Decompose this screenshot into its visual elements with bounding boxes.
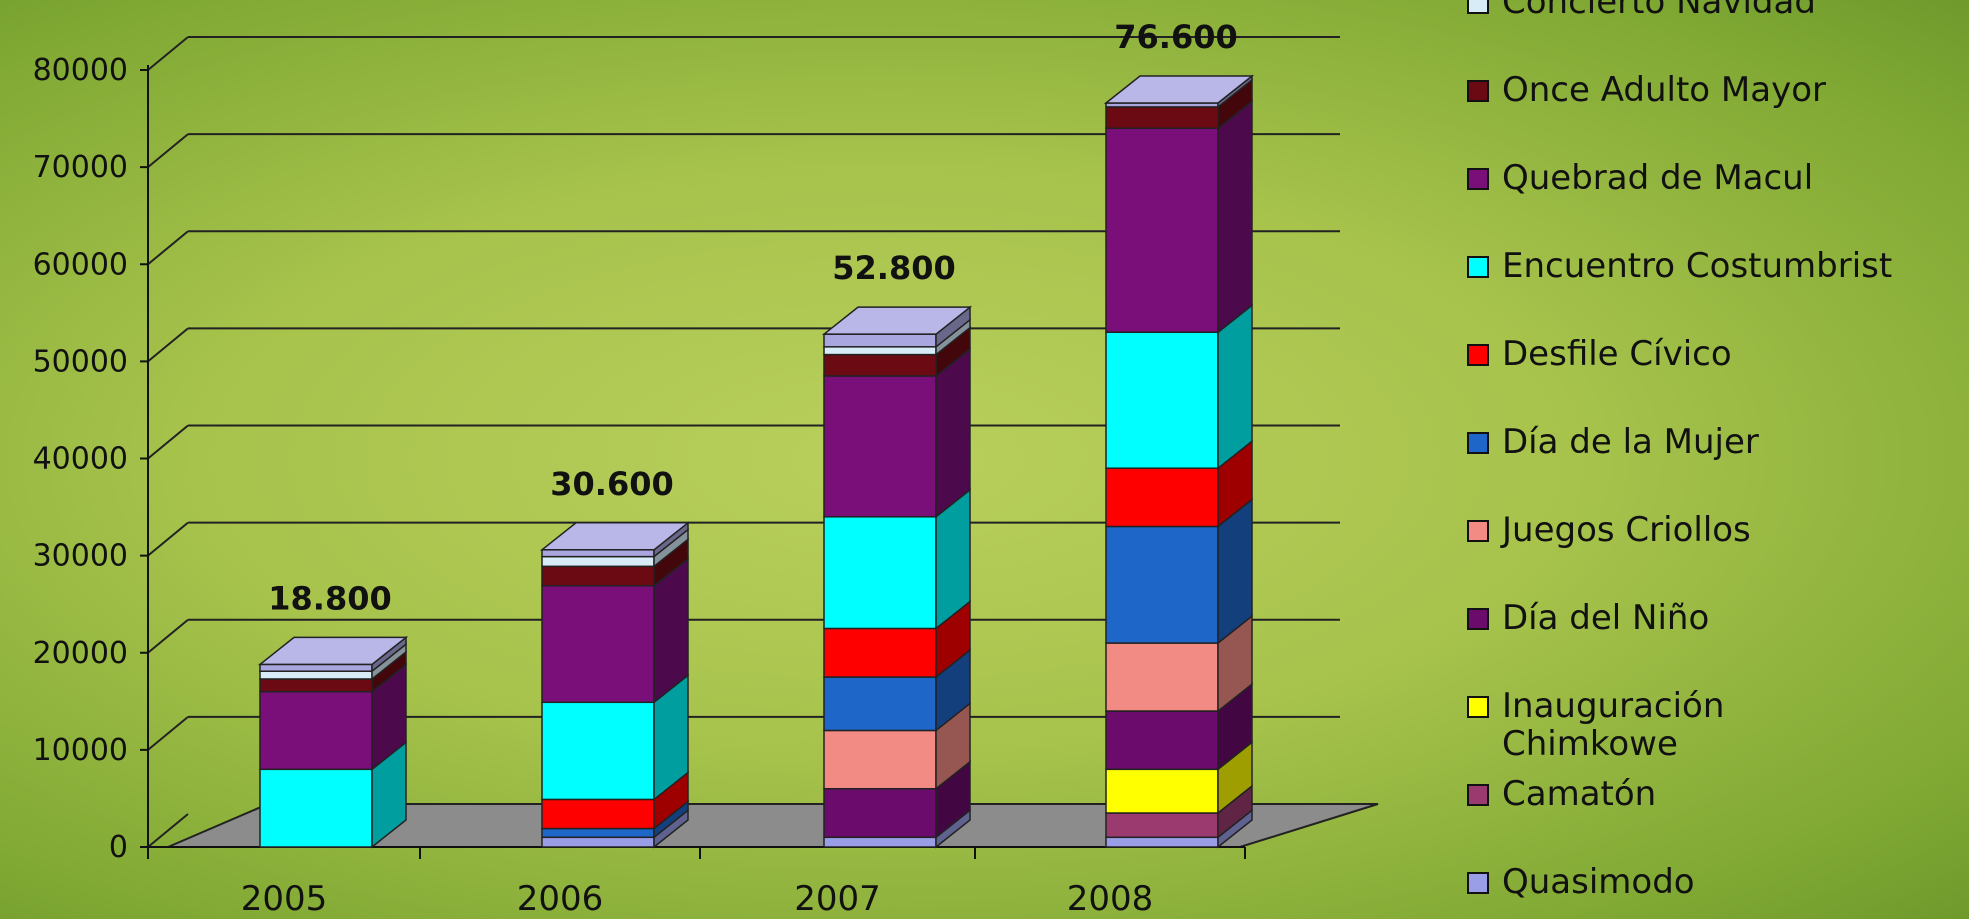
gridline-diagonal xyxy=(147,618,189,654)
legend-label: Quebrad de Macul xyxy=(1502,158,1813,198)
bar-segment xyxy=(1105,768,1219,814)
legend-swatch xyxy=(1467,0,1489,14)
legend-swatch xyxy=(1467,872,1489,894)
legend-swatch xyxy=(1467,344,1489,366)
bar-segment xyxy=(823,729,937,790)
bar-segment xyxy=(541,701,655,801)
legend-label: Camatón xyxy=(1502,774,1656,814)
axes: 0 10000 20000 30000 40000 50000 60000 70000 8000… xyxy=(33,53,1246,919)
bar-segment xyxy=(1105,812,1219,839)
bar-segment xyxy=(823,676,937,732)
bar-segment xyxy=(259,670,373,680)
bar-segment xyxy=(1105,836,1219,848)
gridline-diagonal xyxy=(147,133,189,168)
bar-stack xyxy=(821,305,973,849)
bar-segment-side xyxy=(1217,99,1253,334)
bar-segment xyxy=(541,836,655,848)
legend-label: Día del Niño xyxy=(1502,598,1709,638)
bar-segment-side xyxy=(1217,303,1253,470)
bar-segment xyxy=(1105,525,1219,644)
bar-segment xyxy=(1105,642,1219,712)
bar-segment xyxy=(541,565,655,587)
legend-swatch xyxy=(1467,256,1489,278)
gridline-diagonal xyxy=(147,716,189,751)
bar-top xyxy=(539,522,691,551)
x-tick-label: 2006 xyxy=(517,879,604,919)
bar-totals: 18.800 30.600 52.800 76.600 xyxy=(268,18,1237,617)
bar-segment xyxy=(823,346,937,356)
bar-stack xyxy=(257,635,409,849)
bar-segment xyxy=(823,787,937,839)
legend-swatch xyxy=(1467,80,1489,102)
bar-total-label: 18.800 xyxy=(268,579,391,617)
bar-stack xyxy=(539,521,691,849)
bar-segment xyxy=(541,584,655,704)
legend-swatch xyxy=(1467,696,1489,718)
bar-segment xyxy=(823,627,937,678)
bar-segment xyxy=(259,768,373,848)
bars xyxy=(257,74,1255,849)
legend-swatch xyxy=(1467,520,1489,542)
bar-segment xyxy=(823,353,937,377)
bar-segment xyxy=(541,555,655,568)
bar-segment-side xyxy=(935,347,971,519)
bar-segment xyxy=(823,836,937,848)
gridline-diagonal xyxy=(147,521,189,557)
x-tick-label: 2008 xyxy=(1067,879,1154,919)
legend-swatch xyxy=(1467,168,1489,190)
bar-total-label: 52.800 xyxy=(832,249,955,287)
y-tick-label: 20000 xyxy=(33,636,128,671)
y-tick-label: 30000 xyxy=(33,539,128,574)
legend-label: Día de la Mujer xyxy=(1502,422,1759,462)
x-tick-label: 2005 xyxy=(241,879,328,919)
legend-label: Encuentro Costumbrist xyxy=(1502,246,1892,286)
bar-top xyxy=(821,306,973,335)
legend-swatch xyxy=(1467,608,1489,630)
bar-segment xyxy=(823,333,937,348)
y-tick-label: 40000 xyxy=(33,442,128,477)
y-tick-label: 80000 xyxy=(33,53,128,88)
bar-total-label: 76.600 xyxy=(1114,18,1237,56)
bar-segment xyxy=(541,827,655,839)
gridline-diagonal xyxy=(147,230,189,266)
bar-segment xyxy=(823,516,937,630)
legend-label: Desfile Cívico xyxy=(1502,334,1732,374)
bar-segment xyxy=(1105,106,1219,130)
legend-label: Concierto Navidad xyxy=(1502,0,1816,22)
bar-total-label: 30.600 xyxy=(550,465,673,503)
bar-top xyxy=(1103,75,1255,104)
y-tick-label: 70000 xyxy=(33,150,128,185)
x-tick-label: 2007 xyxy=(794,879,881,919)
bar-segment xyxy=(1105,710,1219,771)
bar-segment xyxy=(259,690,373,771)
legend-label: Chimkowe xyxy=(1502,724,1678,764)
legend-swatch xyxy=(1467,432,1489,454)
y-tick-label: 50000 xyxy=(33,344,128,379)
y-tick-label: 10000 xyxy=(33,733,128,768)
bar-segment xyxy=(823,375,937,518)
bar-segment xyxy=(1105,331,1219,469)
legend-swatch xyxy=(1467,784,1489,806)
bar-segment xyxy=(1105,127,1219,333)
bar-top xyxy=(257,636,409,666)
gridline-diagonal xyxy=(147,424,189,460)
y-tick-label: 60000 xyxy=(33,247,128,282)
gridline-diagonal xyxy=(147,36,189,71)
gridline-diagonal xyxy=(147,813,189,848)
bar-segment xyxy=(259,678,373,693)
bar-segment xyxy=(1105,467,1219,528)
legend-label: Quasimodo xyxy=(1502,862,1695,902)
bar-segment xyxy=(541,798,655,830)
gridline-diagonal xyxy=(147,327,189,363)
bar-stack xyxy=(1103,74,1255,849)
y-tick-label: 0 xyxy=(109,830,128,865)
legend-label: Once Adulto Mayor xyxy=(1502,70,1826,110)
legend-label: Inauguración xyxy=(1502,686,1724,726)
bar-segment xyxy=(541,549,655,558)
legend-label: Juegos Criollos xyxy=(1500,510,1751,550)
legend: Concierto Navidad Once Adulto Mayor Quebra… xyxy=(1467,0,1892,902)
bar-segment xyxy=(259,663,373,672)
